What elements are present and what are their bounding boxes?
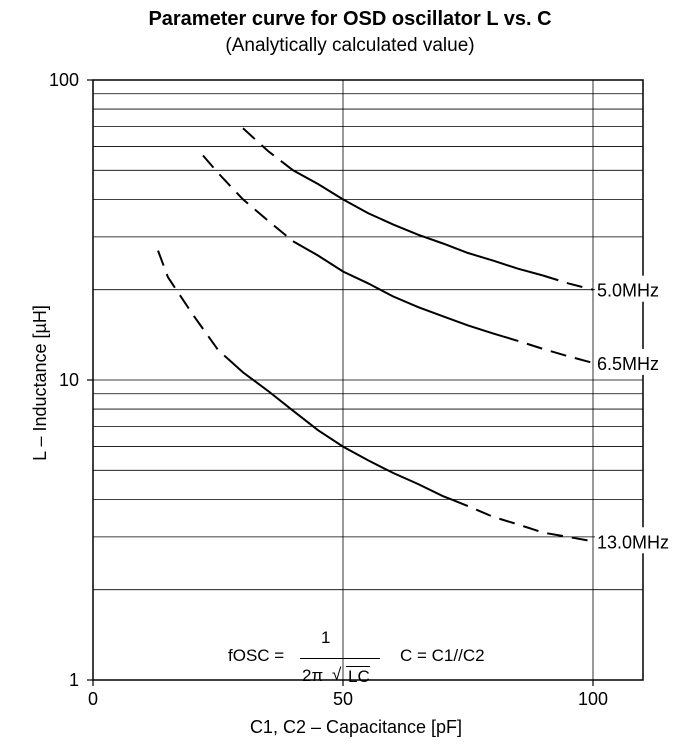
curve-label: 13.0MHz (597, 532, 669, 552)
curve-label: 6.5MHz (597, 354, 659, 374)
curve-label-bg (595, 275, 687, 302)
formula-numerator: 1 (321, 628, 331, 647)
curve-segment-dashed (452, 499, 594, 543)
curve-segment-solid (292, 240, 504, 338)
x-tick-label: 100 (578, 689, 608, 709)
curve-segment-solid (282, 161, 544, 277)
y-tick-label: 1 (69, 670, 79, 690)
curve-segment-solid (227, 358, 454, 502)
curve-segment-dashed (242, 127, 284, 164)
x-axis-label: C1, C2 – Capacitance [pF] (250, 717, 462, 737)
grid-lines (93, 80, 643, 680)
curve-label: 5.0MHz (597, 281, 659, 301)
curves (157, 127, 594, 543)
axis-ticks: 0 50 100 1 10 100 (49, 70, 608, 709)
formula-radical: √ (332, 665, 342, 684)
y-axis-label: L – Inductance [µH] (30, 305, 50, 461)
curve-segment-dashed (502, 335, 594, 364)
formula-lhs: fOSC = (228, 646, 285, 665)
curve-label-bg (595, 348, 687, 375)
curve-labels: 5.0MHz 6.5MHz 13.0MHz (595, 275, 687, 554)
x-tick-label: 50 (333, 689, 353, 709)
chart-subtitle: (Analytically calculated value) (225, 35, 475, 56)
curve-segment-dashed (542, 274, 594, 291)
y-tick-label: 10 (59, 370, 79, 390)
curve-segment-dashed (202, 154, 294, 243)
formula-fraction-bar (300, 658, 380, 659)
y-tick-label: 100 (49, 70, 79, 90)
formula-denominator-prefix: 2π (302, 666, 324, 685)
x-tick-label: 0 (88, 689, 98, 709)
curve-segment-dashed (157, 250, 229, 360)
formula-radicand: LC (346, 666, 370, 686)
formula-annotation: fOSC = 1 2π √ LC C = C1//C2 (228, 622, 548, 692)
chart-title: Parameter curve for OSD oscillator L vs.… (148, 8, 552, 30)
curve-label-bg (595, 527, 687, 554)
formula-rhs: C = C1//C2 (400, 646, 485, 665)
